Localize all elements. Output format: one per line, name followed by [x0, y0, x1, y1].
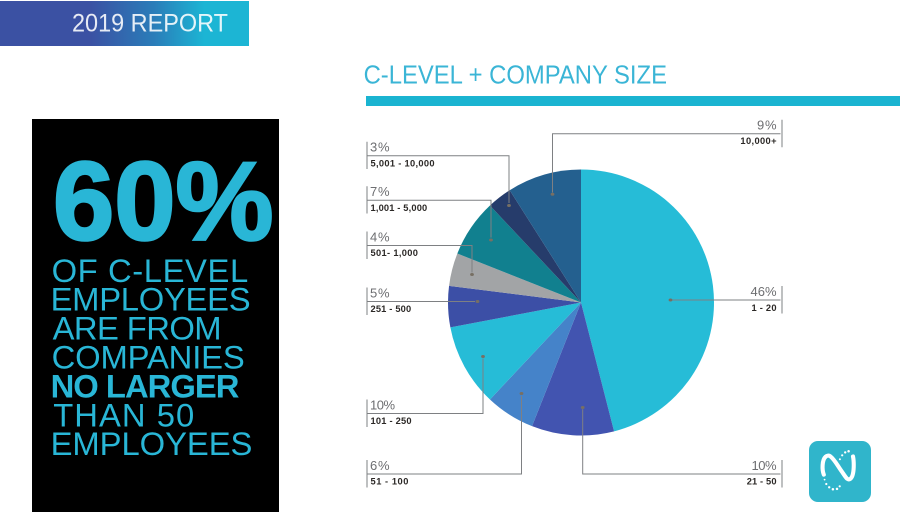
- svg-text:C-LEVEL + COMPANY SIZE: C-LEVEL + COMPANY SIZE: [364, 60, 667, 90]
- svg-text:6%: 6%: [370, 458, 390, 473]
- svg-text:4%: 4%: [370, 230, 390, 245]
- svg-text:101 - 250: 101 - 250: [371, 416, 412, 426]
- svg-text:251 - 500: 251 - 500: [371, 304, 412, 314]
- svg-text:ARE FROM: ARE FROM: [53, 310, 222, 347]
- svg-text:COMPANIES: COMPANIES: [52, 339, 245, 376]
- svg-text:OF C-LEVEL: OF C-LEVEL: [52, 252, 249, 289]
- svg-text:1,001 - 5,000: 1,001 - 5,000: [371, 203, 428, 213]
- svg-text:21 - 50: 21 - 50: [747, 476, 777, 486]
- svg-text:5,001 - 10,000: 5,001 - 10,000: [371, 158, 435, 168]
- svg-text:51 - 100: 51 - 100: [371, 477, 409, 487]
- svg-text:46%: 46%: [751, 284, 777, 299]
- svg-text:2019 REPORT: 2019 REPORT: [72, 10, 228, 38]
- svg-text:5%: 5%: [370, 286, 390, 301]
- svg-text:10%: 10%: [370, 398, 395, 413]
- svg-text:THAN 50: THAN 50: [53, 396, 194, 433]
- svg-text:60%: 60%: [53, 140, 274, 264]
- svg-text:EMPLOYEES: EMPLOYEES: [51, 281, 251, 318]
- svg-text:7%: 7%: [370, 184, 390, 199]
- svg-text:3%: 3%: [370, 140, 390, 155]
- svg-text:10%: 10%: [752, 458, 777, 473]
- svg-text:NO LARGER: NO LARGER: [51, 367, 240, 404]
- svg-text:501- 1,000: 501- 1,000: [371, 248, 418, 258]
- svg-text:10,000+: 10,000+: [740, 136, 777, 146]
- svg-text:EMPLOYEES: EMPLOYEES: [51, 425, 253, 462]
- svg-text:9%: 9%: [757, 118, 777, 133]
- svg-text:1 - 20: 1 - 20: [752, 303, 777, 313]
